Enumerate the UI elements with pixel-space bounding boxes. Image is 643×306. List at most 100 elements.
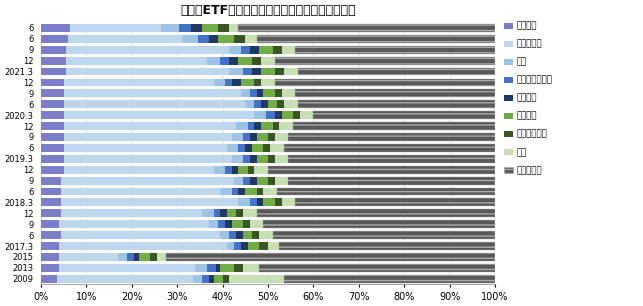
Bar <box>230 231 236 239</box>
Bar <box>293 111 300 119</box>
Bar <box>64 100 246 108</box>
Bar <box>239 144 246 152</box>
Bar <box>279 122 293 130</box>
Bar <box>209 35 218 43</box>
Bar <box>252 68 261 76</box>
Bar <box>255 111 266 119</box>
Bar <box>221 57 230 65</box>
Bar <box>284 100 298 108</box>
Bar <box>250 220 264 228</box>
Bar <box>255 100 261 108</box>
Bar <box>252 144 264 152</box>
Bar <box>209 220 218 228</box>
Bar <box>221 264 234 272</box>
Bar <box>150 253 157 261</box>
Bar <box>236 122 248 130</box>
Bar <box>243 68 252 76</box>
Bar <box>257 133 268 141</box>
Bar <box>275 177 289 185</box>
Bar <box>243 155 250 163</box>
Bar <box>261 68 275 76</box>
Bar <box>240 89 250 97</box>
Bar <box>255 122 261 130</box>
Bar <box>295 89 495 97</box>
Bar <box>255 79 261 86</box>
Title: 日本のETFの売買代金割合の推移（投資部門別）: 日本のETFの売買代金割合の推移（投資部門別） <box>180 4 356 17</box>
Bar <box>250 89 257 97</box>
Bar <box>64 111 255 119</box>
Bar <box>257 199 264 206</box>
Bar <box>255 166 268 174</box>
Bar <box>230 68 243 76</box>
Bar <box>295 46 495 54</box>
Bar <box>264 220 495 228</box>
Bar <box>284 144 495 152</box>
Bar <box>230 46 240 54</box>
Bar <box>64 166 213 174</box>
Bar <box>66 46 230 54</box>
Bar <box>64 79 213 86</box>
Bar <box>209 275 213 283</box>
Bar <box>248 122 255 130</box>
Bar <box>41 68 66 76</box>
Bar <box>202 209 213 217</box>
Bar <box>41 166 64 174</box>
Bar <box>221 209 227 217</box>
Bar <box>282 46 295 54</box>
Legend: 証券会社, 生保・損保, 銀行, その他金融機関, 投資信託, 事業法人, その他法人等, 個人, 海外投資家: 証券会社, 生保・損保, 銀行, その他金融機関, 投資信託, 事業法人, その… <box>504 21 553 175</box>
Bar <box>266 111 275 119</box>
Bar <box>313 111 495 119</box>
Bar <box>64 89 240 97</box>
Bar <box>157 253 166 261</box>
Bar <box>41 209 61 217</box>
Bar <box>41 188 61 196</box>
Bar <box>295 199 495 206</box>
Bar <box>221 231 230 239</box>
Bar <box>268 177 275 185</box>
Bar <box>231 166 239 174</box>
Bar <box>289 133 495 141</box>
Bar <box>268 100 277 108</box>
Bar <box>275 79 495 86</box>
Bar <box>230 275 284 283</box>
Bar <box>127 253 134 261</box>
Bar <box>259 264 495 272</box>
Bar <box>231 155 243 163</box>
Bar <box>213 209 221 217</box>
Bar <box>193 275 202 283</box>
Bar <box>41 89 64 97</box>
Bar <box>257 209 495 217</box>
Bar <box>222 275 230 283</box>
Bar <box>240 79 255 86</box>
Bar <box>139 253 150 261</box>
Bar <box>64 122 236 130</box>
Bar <box>282 89 295 97</box>
Bar <box>59 264 195 272</box>
Bar <box>264 199 275 206</box>
Bar <box>66 57 206 65</box>
Bar <box>41 35 68 43</box>
Bar <box>41 177 61 185</box>
Bar <box>239 24 495 32</box>
Bar <box>257 155 268 163</box>
Bar <box>197 35 209 43</box>
Bar <box>231 133 243 141</box>
Bar <box>259 242 268 250</box>
Bar <box>134 253 139 261</box>
Bar <box>243 264 259 272</box>
Bar <box>264 144 270 152</box>
Bar <box>261 122 273 130</box>
Bar <box>261 79 275 86</box>
Bar <box>234 177 243 185</box>
Bar <box>243 209 257 217</box>
Bar <box>41 199 61 206</box>
Bar <box>61 199 239 206</box>
Bar <box>240 242 248 250</box>
Bar <box>41 275 57 283</box>
Bar <box>41 57 66 65</box>
Bar <box>252 57 261 65</box>
Bar <box>41 24 71 32</box>
Bar <box>59 253 118 261</box>
Bar <box>275 111 282 119</box>
Bar <box>239 188 246 196</box>
